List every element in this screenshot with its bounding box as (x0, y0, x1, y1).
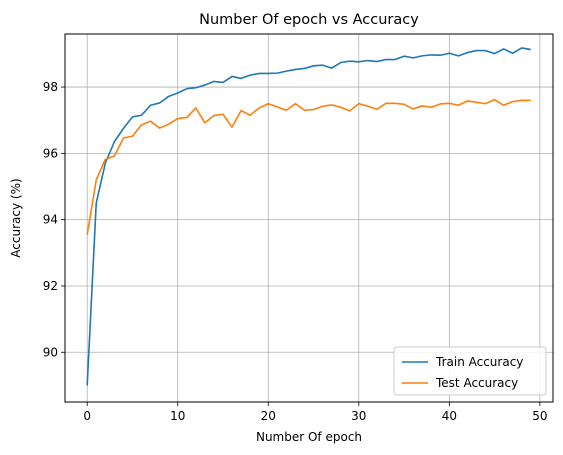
y-tick-label: 98 (43, 80, 58, 94)
x-tick-label: 40 (442, 409, 457, 423)
legend-box (393, 346, 547, 396)
chart-title: Number Of epoch vs Accuracy (199, 12, 419, 28)
legend: Train Accuracy Test Accuracy (393, 346, 547, 396)
y-tick-label: 92 (43, 279, 58, 293)
test-accuracy-line (86, 98, 531, 235)
legend-label: Test Accuracy (435, 376, 518, 390)
axis-ticks: 0 10 20 30 40 50 90 92 94 96 98 (43, 80, 548, 423)
x-tick-label: 20 (261, 409, 276, 423)
train-accuracy-line (86, 47, 531, 386)
legend-label: Train Accuracy (435, 355, 523, 369)
y-tick-label: 94 (43, 213, 58, 227)
x-tick-label: 0 (83, 409, 91, 423)
y-tick-label: 96 (43, 146, 58, 160)
x-tick-label: 50 (532, 409, 547, 423)
y-axis-label: Accuracy (%) (9, 178, 23, 257)
grid (65, 34, 553, 402)
plot-frame (64, 33, 554, 403)
series-lines (86, 47, 531, 386)
y-tick-label: 90 (43, 345, 58, 359)
x-tick-label: 10 (170, 409, 185, 423)
x-axis-label: Number Of epoch (256, 430, 362, 444)
x-tick-label: 30 (351, 409, 366, 423)
